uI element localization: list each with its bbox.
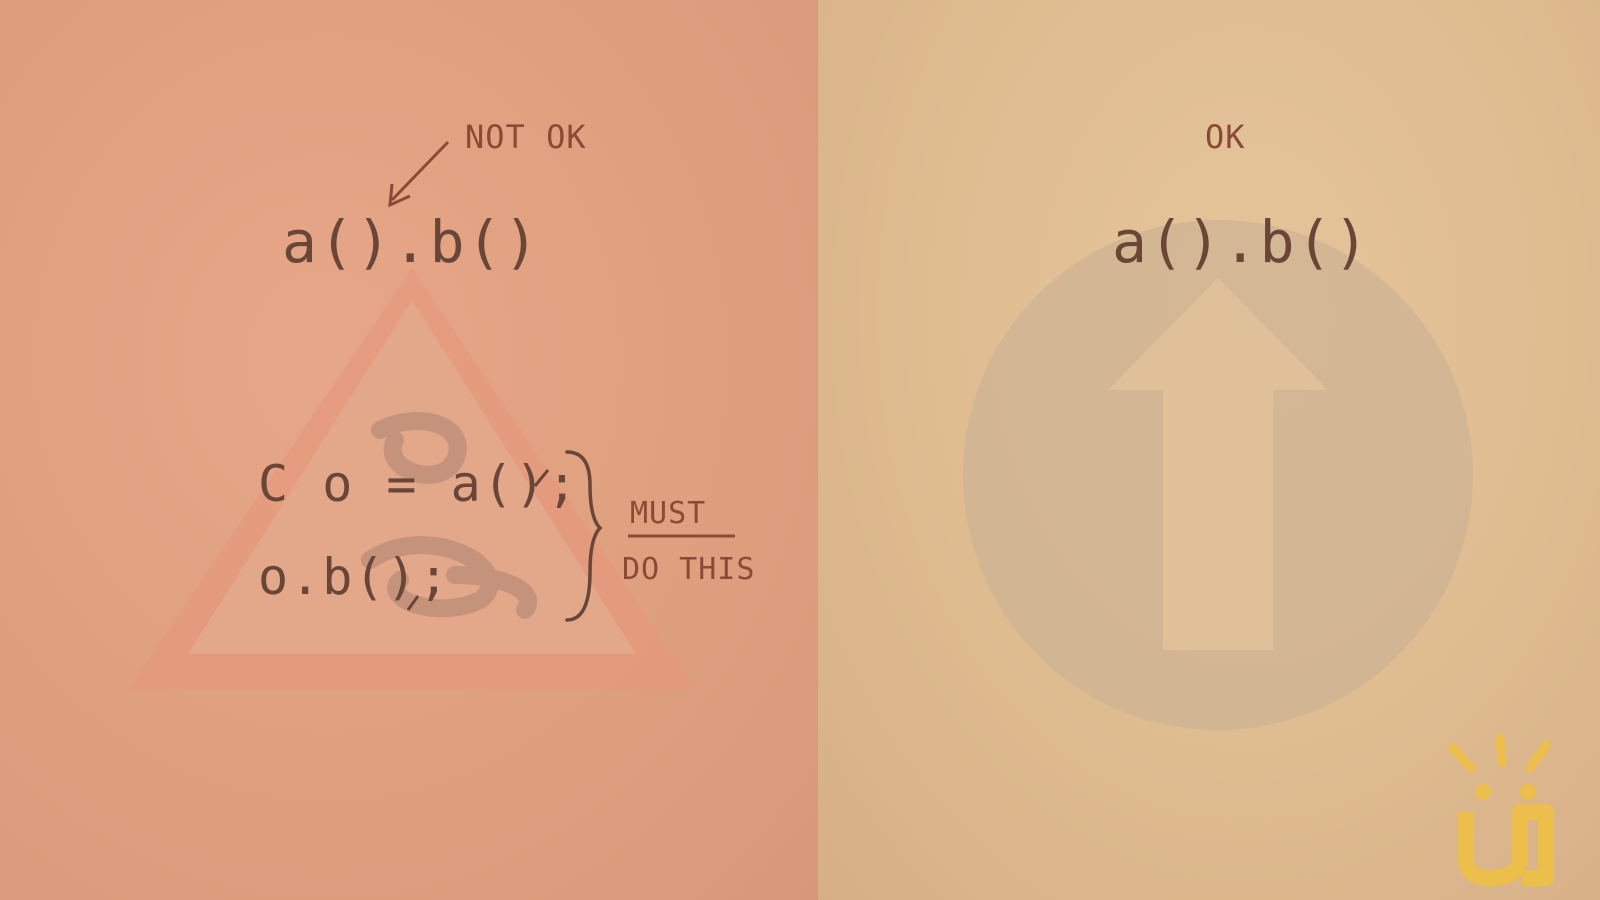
code-line: o.b(); <box>258 548 451 606</box>
not-ok-expression: a().b() <box>282 208 541 276</box>
warning-triangle-icon <box>128 140 735 690</box>
logo-icon <box>1448 733 1554 886</box>
ok-panel: OK a().b() <box>818 0 1600 900</box>
not-ok-panel: NOT OK a().b() C o = a(); o.b(); MUST DO… <box>0 0 818 900</box>
code-line: C o = a(); <box>258 455 580 513</box>
do-this-note: DO THIS <box>622 552 756 587</box>
ok-annotation: OK <box>1205 118 1246 156</box>
not-ok-annotation: NOT OK <box>465 118 587 156</box>
ok-expression: a().b() <box>1112 208 1371 276</box>
must-note: MUST <box>630 496 707 531</box>
arrow-up-circle-icon <box>963 220 1473 730</box>
